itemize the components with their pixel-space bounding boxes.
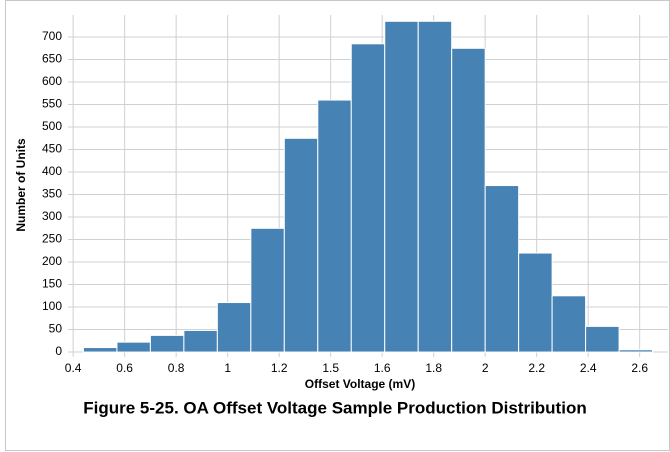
y-tick-label: 250 — [42, 232, 62, 246]
bar — [283, 137, 319, 353]
y-tick-label: 650 — [42, 52, 62, 66]
x-tick-label: 1.5 — [322, 361, 339, 375]
y-tick-label: 300 — [42, 209, 62, 223]
bar — [350, 43, 386, 353]
y-tick-label: 350 — [42, 187, 62, 201]
bar — [585, 325, 620, 353]
x-tick-label: 1.8 — [425, 361, 442, 375]
x-tick-label: 1.6 — [374, 361, 391, 375]
y-tick-label: 0 — [55, 344, 62, 358]
x-tick-label: 2 — [482, 361, 489, 375]
bar — [451, 47, 486, 353]
x-tick-label: 0.8 — [168, 361, 185, 375]
bar — [82, 347, 118, 353]
y-tick-label: 500 — [42, 119, 62, 133]
x-tick-label: 0.4 — [65, 361, 82, 375]
y-tick-label: 50 — [49, 322, 63, 336]
x-tick-label: 2.6 — [631, 361, 648, 375]
y-tick-label: 200 — [42, 254, 62, 268]
y-tick-label: 450 — [42, 142, 62, 156]
bar — [417, 20, 453, 353]
bar — [518, 252, 553, 353]
x-tick-label: 1 — [224, 361, 231, 375]
y-tick-label: 700 — [42, 29, 62, 43]
bar — [183, 329, 218, 353]
y-tick-label: 400 — [42, 164, 62, 178]
bar — [484, 185, 520, 353]
bar — [618, 349, 654, 353]
y-tick-label: 550 — [42, 97, 62, 111]
x-axis-label: Offset Voltage (mV) — [305, 377, 415, 391]
y-tick-label: 600 — [42, 74, 62, 88]
y-tick-label: 100 — [42, 299, 62, 313]
bar — [216, 302, 252, 353]
x-tick-label: 2.2 — [528, 361, 545, 375]
y-axis-label: Number of Units — [14, 138, 28, 232]
bar — [250, 227, 285, 353]
bar — [149, 334, 185, 353]
x-tick-label: 1.2 — [271, 361, 288, 375]
bar — [384, 20, 419, 353]
y-tick-label: 150 — [42, 277, 62, 291]
bar — [116, 341, 151, 353]
x-tick-label: 2.4 — [580, 361, 597, 375]
bar — [551, 295, 587, 353]
bar — [317, 99, 352, 353]
chart-title: Figure 5-25. OA Offset Voltage Sample Pr… — [83, 398, 586, 417]
x-tick-label: 0.6 — [116, 361, 133, 375]
